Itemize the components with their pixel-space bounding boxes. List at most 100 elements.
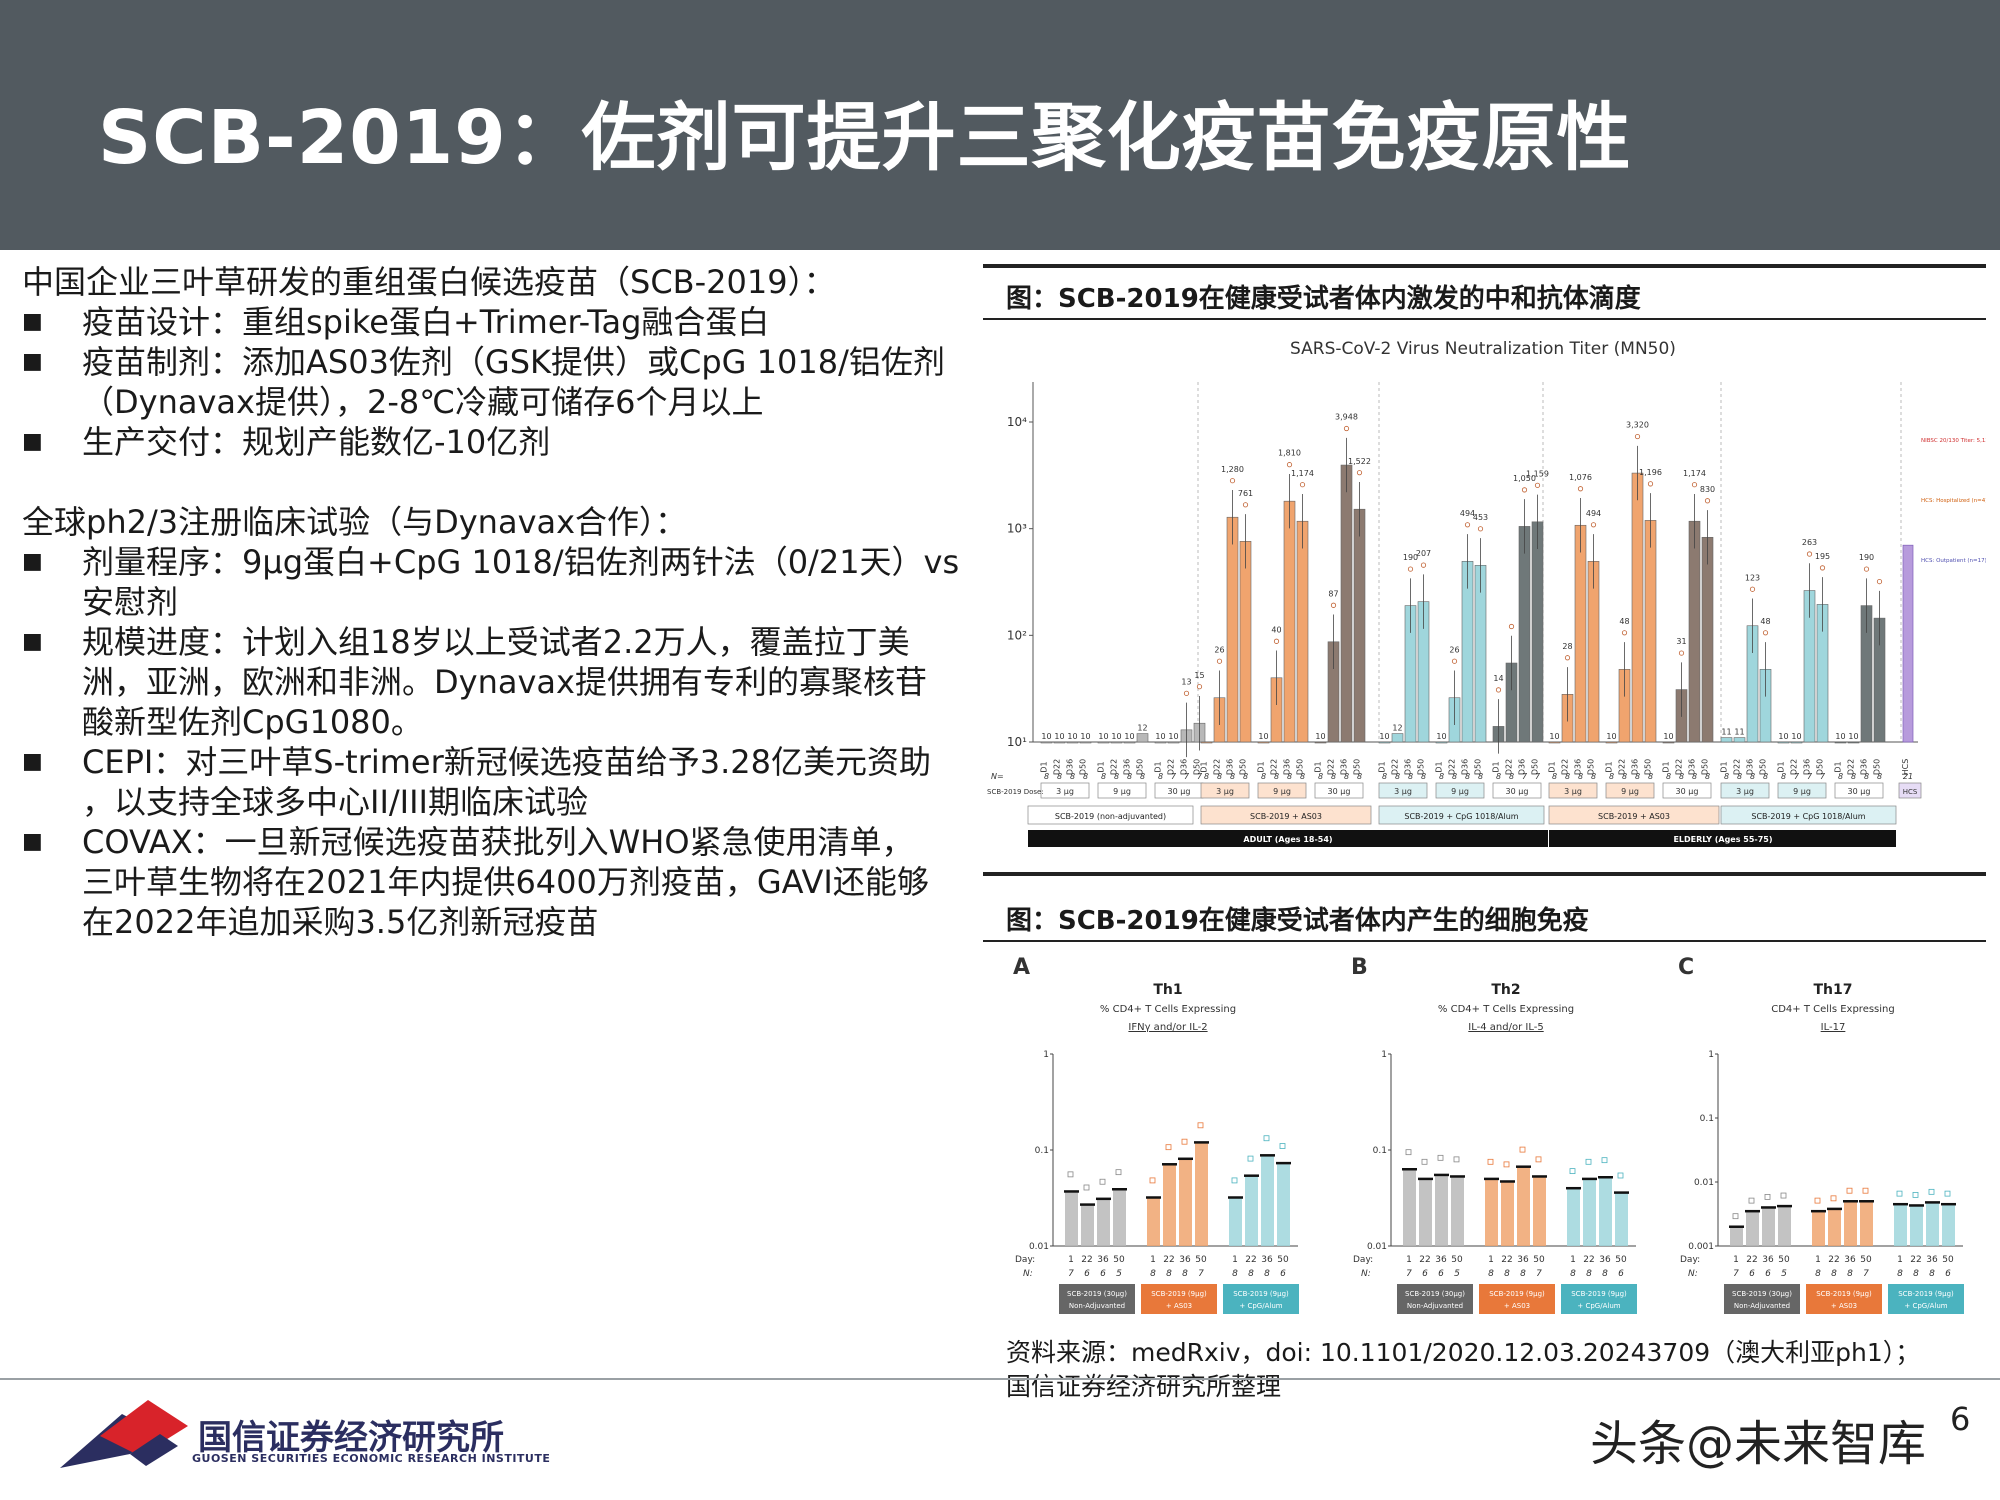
group-legend-box <box>1724 1284 1800 1314</box>
dose-box <box>1040 782 1090 799</box>
data-point <box>1149 1177 1156 1184</box>
day-label: D22 <box>1448 759 1457 775</box>
day-label: 36 <box>1517 1255 1529 1265</box>
n-label: 8 <box>1851 772 1856 781</box>
tcell-bar <box>1163 1164 1176 1246</box>
tcell-bar <box>1910 1205 1923 1246</box>
n-label: 7 <box>1197 772 1203 781</box>
titer-bar <box>1123 741 1136 744</box>
titer-bar <box>1167 741 1180 744</box>
day-prefix: Day: <box>1015 1255 1035 1265</box>
bullet-list-2: ■ 剂量程序：9μg蛋白+CpG 1018/铝佐剂两针法（0/21天）vs 安慰剂 ■… <box>22 542 972 942</box>
day-label: 1 <box>1406 1255 1412 1265</box>
bullet-line: 洲，亚洲，欧洲和非洲。Dynavax提供拥有专利的寡聚核苷 <box>82 663 927 701</box>
n-label: 8 <box>1578 772 1583 781</box>
value-label: 26 <box>1214 645 1224 654</box>
y-tick-label: 0.01 <box>1694 1178 1714 1188</box>
data-point <box>1197 1122 1204 1129</box>
dose-box <box>1314 782 1364 799</box>
day-label: 36 <box>1435 1255 1447 1265</box>
dose-box <box>1257 782 1307 799</box>
data-point <box>1863 566 1870 572</box>
group-legend-line1: SCB-2019 (9μg) <box>1489 1290 1545 1298</box>
figure2-caption-rule <box>983 940 1986 942</box>
dose-label: 3 μg <box>1056 787 1074 796</box>
titer-bar <box>1066 741 1079 744</box>
source-note: 资料来源：medRxiv，doi: 10.1101/2020.12.03.202… <box>1006 1336 1920 1404</box>
value-label: 10 <box>1098 732 1108 741</box>
day-label: 1 <box>1897 1255 1903 1265</box>
y-tick-label: 10³ <box>1007 522 1027 536</box>
n-prefix: N: <box>1688 1269 1698 1279</box>
tcell-bar <box>1812 1211 1825 1246</box>
data-point <box>1569 1168 1576 1175</box>
bullet-item: ■ 疫苗制剂：添加AS03佐剂（GSK提供）或CpG 1018/铝佐剂 （Dynav… <box>22 342 972 422</box>
y-tick-label: 0.01 <box>1367 1242 1387 1252</box>
hcs-box-label: HCS <box>1903 788 1918 796</box>
data-point <box>1279 1143 1286 1149</box>
data-point <box>1216 658 1223 664</box>
day-label: D50 <box>1193 759 1202 775</box>
n-label: 7 <box>1794 772 1800 781</box>
data-point <box>1183 690 1190 696</box>
tcell-bar <box>1097 1198 1110 1246</box>
day-label: D36 <box>1746 759 1755 775</box>
day-label: 36 <box>1762 1255 1774 1265</box>
value-label: 10 <box>1835 732 1845 741</box>
n-label: 8 <box>1520 1269 1526 1279</box>
day-label: 22 <box>1163 1255 1174 1265</box>
data-point <box>1601 1157 1608 1164</box>
n-label: 8 <box>1357 772 1362 781</box>
titer-bar <box>1574 524 1587 743</box>
y-tick-label: 10² <box>1007 628 1027 642</box>
day-label: D50 <box>1136 759 1145 775</box>
dose-label: 3 μg <box>1736 787 1754 796</box>
titer-bar <box>1548 741 1561 744</box>
tcell-bar <box>1828 1208 1841 1246</box>
value-label: 453 <box>1473 513 1488 522</box>
dose-box <box>1720 782 1770 799</box>
day-label: D36 <box>1283 759 1292 775</box>
figure1-top-rule <box>983 264 1986 268</box>
titer-bar <box>1239 541 1252 743</box>
day-label: 50 <box>1778 1255 1790 1265</box>
value-label: 87 <box>1328 589 1338 598</box>
n-label: 8 <box>1815 1269 1821 1279</box>
data-point <box>1508 623 1515 630</box>
value-label: 190 <box>1403 553 1418 562</box>
group-legend-line1: SCB-2019 (9μg) <box>1571 1290 1627 1298</box>
group-legend-line1: SCB-2019 (30μg) <box>1732 1290 1792 1298</box>
n-label: 8 <box>1114 772 1119 781</box>
n-label: 6 <box>1765 1269 1771 1279</box>
tcell-bar <box>1179 1158 1192 1246</box>
data-point <box>1564 655 1571 661</box>
bullet-text: 疫苗制剂：添加AS03佐剂（GSK提供）或CpG 1018/铝佐剂 （Dynava… <box>82 342 945 422</box>
titer-bar <box>1834 741 1847 744</box>
y-tick-label: 10¹ <box>1007 735 1027 749</box>
n-label: 8 <box>1609 772 1614 781</box>
data-point <box>1083 1184 1090 1191</box>
data-point <box>1405 1149 1412 1156</box>
tcell-bar <box>1485 1178 1498 1246</box>
n-label: 8 <box>1692 772 1697 781</box>
data-point <box>1814 1197 1821 1204</box>
n-label: 8 <box>1635 772 1640 781</box>
data-point <box>1590 522 1597 528</box>
n-label: 7 <box>1406 1269 1412 1279</box>
bullet-line: CEPI：对三叶草S-trimer新冠候选疫苗给予3.28亿美元资助 <box>82 743 932 781</box>
n-label: 8 <box>1565 772 1570 781</box>
n-prefix: N= <box>991 772 1004 781</box>
n-label: 7 <box>1068 1269 1074 1279</box>
titer-bar <box>1733 737 1746 743</box>
bullet-square-icon: ■ <box>22 829 43 854</box>
day-label: D36 <box>1688 759 1697 775</box>
y-tick-label: 0.1 <box>1035 1146 1049 1156</box>
tcell-bar <box>1451 1176 1464 1246</box>
watermark: 头条@未来智库 <box>1590 1416 1927 1472</box>
day-label: 22 <box>1245 1255 1256 1265</box>
data-point <box>1577 486 1584 492</box>
n-label: 8 <box>1847 1269 1853 1279</box>
n-label: 8 <box>1344 772 1349 781</box>
day-label: 1 <box>1815 1255 1821 1265</box>
day-label: D1 <box>1662 761 1671 772</box>
